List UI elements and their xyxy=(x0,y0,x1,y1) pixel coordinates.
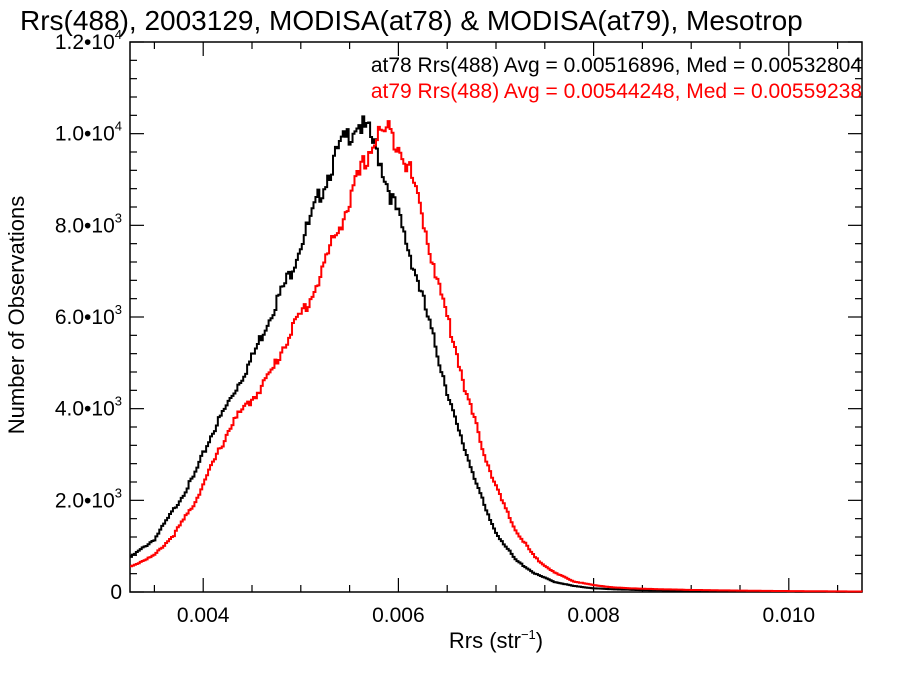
x-axis-label: Rrs (str−1) xyxy=(449,627,543,653)
y-axis-label: Number of Observations xyxy=(4,196,29,434)
y-tick-label: 2.0•103 xyxy=(55,485,122,512)
series-line-at78 xyxy=(130,115,862,593)
plot-frame xyxy=(129,41,863,593)
x-axis-label-sup: −1 xyxy=(521,627,536,642)
y-tick-label: 4.0•103 xyxy=(55,394,122,421)
x-tick-label: 0.008 xyxy=(567,604,620,627)
y-tick-label: 8.0•103 xyxy=(55,210,122,237)
series-line-at79 xyxy=(130,120,863,593)
series-annotation-at79: at79 Rrs(488) Avg = 0.00544248, Med = 0.… xyxy=(371,80,862,103)
x-tick-label: 0.006 xyxy=(372,604,425,627)
x-axis-label-close: ) xyxy=(536,628,543,653)
x-axis-label-text: Rrs (str xyxy=(449,628,521,653)
plot-area: 0.004 0.006 0.008 0.010 0 2.0•103 4.0•103 6.0•1… xyxy=(55,27,863,627)
x-tick-label: 0.010 xyxy=(763,604,816,627)
x-tick-label: 0.004 xyxy=(177,604,230,627)
chart-title: Rrs(488), 2003129, MODISA(at78) & MODISA… xyxy=(20,5,803,36)
y-tick-label: 0 xyxy=(110,581,122,604)
y-tick-label: 1.0•104 xyxy=(55,119,122,146)
y-tick-label: 1.2•104 xyxy=(55,27,122,54)
y-tick-label: 6.0•103 xyxy=(55,302,122,329)
series-annotation-at78: at78 Rrs(488) Avg = 0.00516896, Med = 0.… xyxy=(371,54,862,77)
